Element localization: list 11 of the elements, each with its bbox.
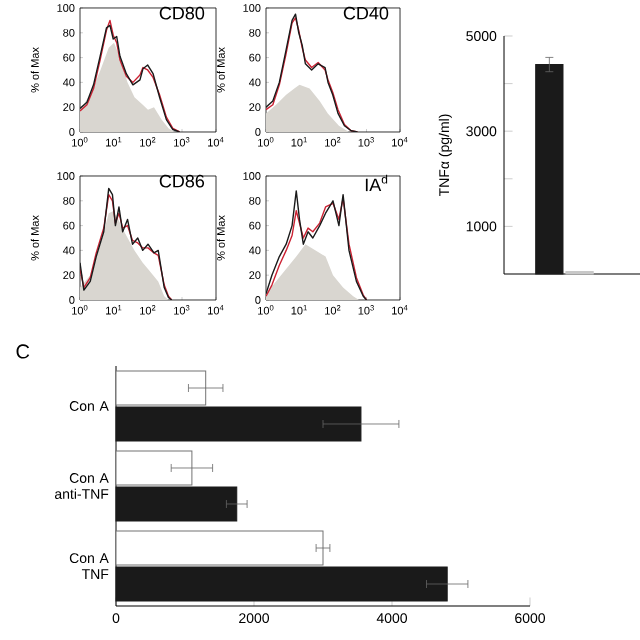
chart-title: CD40 bbox=[343, 6, 389, 20]
bar bbox=[115, 406, 362, 442]
bar bbox=[115, 450, 193, 486]
bar bbox=[115, 566, 448, 602]
bar bbox=[115, 486, 238, 522]
bar bbox=[115, 370, 207, 406]
chart-title: IA$^{d}$ bbox=[365, 174, 388, 192]
text: C bbox=[16, 344, 30, 359]
chart-title: CD86 bbox=[159, 174, 205, 188]
bar bbox=[115, 530, 324, 566]
chart-title: CD80 bbox=[159, 6, 205, 20]
